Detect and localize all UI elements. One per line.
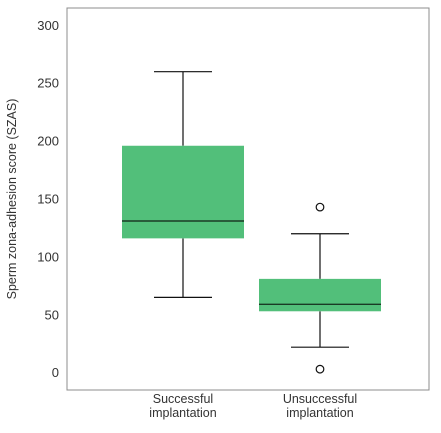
y-tick-label: 250 xyxy=(37,76,59,91)
y-axis-ticks: 0 50 100 150 200 250 300 xyxy=(37,18,59,380)
y-tick-label: 100 xyxy=(37,249,59,264)
x-category-label: Successful xyxy=(153,392,213,406)
x-axis-category-labels: SuccessfulimplantationUnsuccessfulimplan… xyxy=(149,392,357,420)
iqr-box xyxy=(259,278,381,312)
outlier-point xyxy=(315,202,325,212)
x-category-label: Unsuccessful xyxy=(283,392,357,406)
box-group xyxy=(259,202,381,374)
y-tick-label: 50 xyxy=(45,307,59,322)
x-category-label: implantation xyxy=(149,406,216,420)
boxes xyxy=(122,71,381,374)
y-tick-label: 150 xyxy=(37,192,59,207)
outlier-point xyxy=(315,364,325,374)
box-group xyxy=(122,71,244,298)
plot-area xyxy=(66,7,430,391)
x-category-label: implantation xyxy=(286,406,353,420)
y-axis-title: Sperm zona-adhesion score (SZAS) xyxy=(5,99,19,300)
y-tick-label: 200 xyxy=(37,134,59,149)
y-tick-label: 300 xyxy=(37,18,59,33)
y-tick-label: 0 xyxy=(52,365,59,380)
iqr-box xyxy=(122,145,244,239)
